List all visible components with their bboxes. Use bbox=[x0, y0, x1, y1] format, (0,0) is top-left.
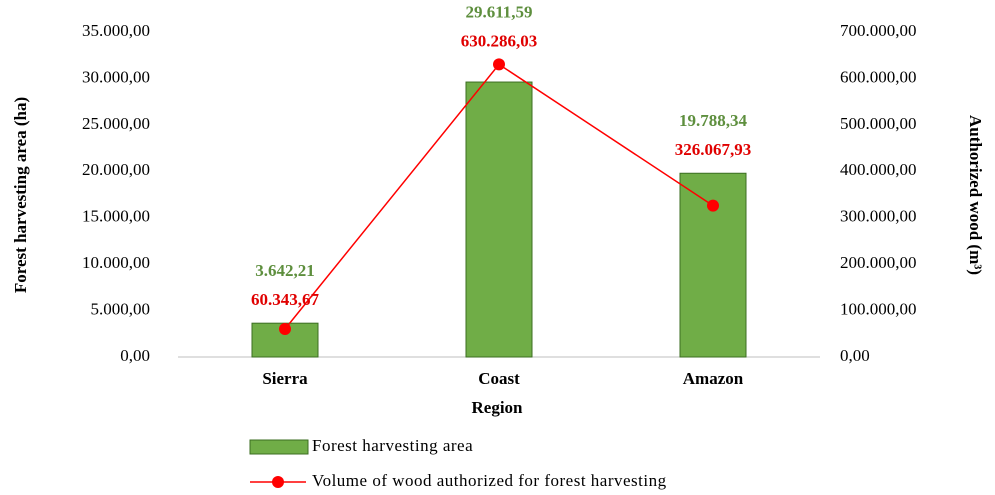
y-tick-label: 5.000,00 bbox=[91, 299, 151, 318]
y-tick-label: 30.000,00 bbox=[82, 67, 150, 86]
y-tick-label: 35.000,00 bbox=[82, 21, 150, 40]
bar bbox=[465, 81, 533, 358]
x-tick-label: Sierra bbox=[262, 369, 308, 388]
data-label: 19.788,34 bbox=[679, 111, 748, 130]
legend-label: Volume of wood authorized for forest har… bbox=[312, 471, 667, 490]
legend-label: Forest harvesting area bbox=[312, 436, 473, 455]
y2-tick-label: 700.000,00 bbox=[840, 21, 917, 40]
y2-tick-label: 600.000,00 bbox=[840, 67, 917, 86]
y2-tick-label: 0,00 bbox=[840, 346, 870, 365]
y-tick-label: 15.000,00 bbox=[82, 207, 150, 226]
y2-tick-label: 500.000,00 bbox=[840, 114, 917, 133]
data-label: 3.642,21 bbox=[255, 261, 315, 280]
data-label: 630.286,03 bbox=[461, 31, 538, 50]
x-tick-label: Amazon bbox=[683, 369, 744, 388]
y-tick-label: 0,00 bbox=[120, 346, 150, 365]
data-label: 60.343,67 bbox=[251, 290, 320, 309]
x-axis-title: Region bbox=[472, 398, 524, 417]
legend-swatch bbox=[272, 476, 284, 488]
y2-tick-label: 400.000,00 bbox=[840, 160, 917, 179]
y2-tick-label: 300.000,00 bbox=[840, 207, 917, 226]
data-label: 326.067,93 bbox=[675, 140, 752, 159]
data-label: 29.611,59 bbox=[465, 2, 532, 21]
y-tick-label: 20.000,00 bbox=[82, 160, 150, 179]
y2-axis-title: Authorized wood (m³) bbox=[966, 115, 985, 275]
point bbox=[707, 199, 719, 212]
legend-swatch bbox=[249, 439, 309, 455]
point bbox=[279, 322, 291, 335]
x-tick-label: Coast bbox=[478, 369, 520, 388]
y-axis-title: Forest harvesting area (ha) bbox=[11, 97, 30, 293]
y2-tick-label: 200.000,00 bbox=[840, 253, 917, 272]
point bbox=[493, 58, 505, 71]
y-tick-label: 25.000,00 bbox=[82, 114, 150, 133]
y-tick-label: 10.000,00 bbox=[82, 253, 150, 272]
y2-tick-label: 100.000,00 bbox=[840, 299, 917, 318]
